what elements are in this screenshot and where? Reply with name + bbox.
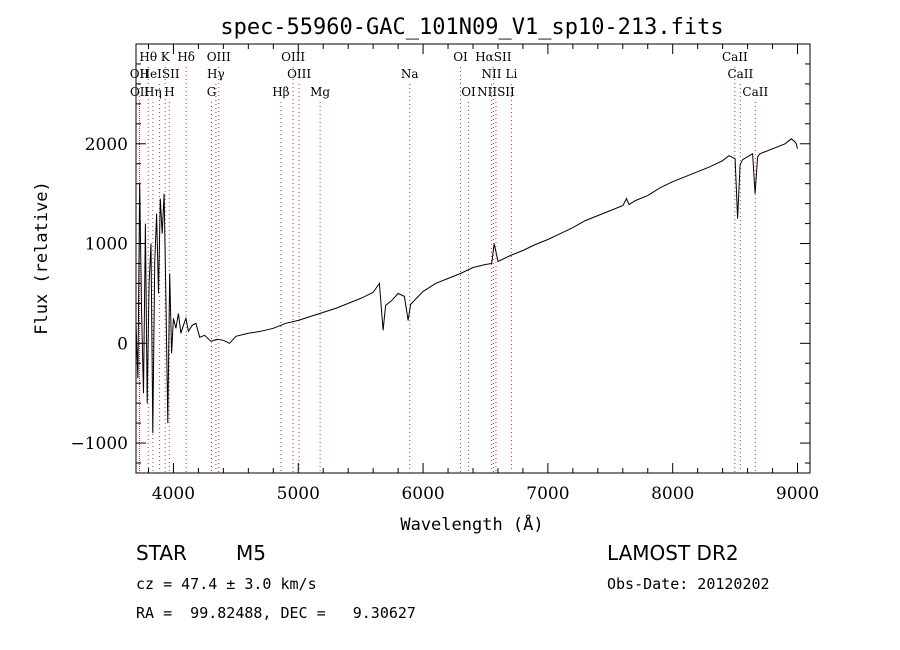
line-marker-label: NII xyxy=(481,67,501,81)
line-marker-label: OII xyxy=(130,85,150,99)
chart-title: spec-55960-GAC_101N09_V1_sp10-213.fits xyxy=(220,15,723,40)
line-marker-label: HαSII xyxy=(475,50,512,64)
line-marker-label: CaII xyxy=(742,85,768,99)
line-marker-label: Hη xyxy=(144,85,162,99)
line-marker-label: CaII xyxy=(722,50,748,64)
x-tick-label: 9000 xyxy=(776,484,819,504)
x-tick-label: 4000 xyxy=(152,484,195,504)
line-marker-label: NIISII xyxy=(477,85,515,99)
line-marker-label: H xyxy=(164,85,174,99)
line-marker-label: Na xyxy=(401,67,419,81)
obs-date: Obs-Date: 20120202 xyxy=(607,575,770,593)
line-marker-label: Mg xyxy=(310,85,330,99)
y-tick-label: 2000 xyxy=(85,135,128,155)
line-marker-label: K xyxy=(161,50,171,64)
line-marker-label: Li xyxy=(506,67,518,81)
y-tick-label: 1000 xyxy=(85,235,128,255)
line-marker-label: HeISII xyxy=(140,67,180,81)
line-marker-label: G xyxy=(207,85,217,99)
axis-ticks xyxy=(136,44,810,473)
plot-frame xyxy=(135,43,811,474)
redshift-text: cz = 47.4 ± 3.0 km/s xyxy=(136,575,317,593)
x-tick-label: 6000 xyxy=(401,484,444,504)
object-subclass: M5 xyxy=(236,541,266,565)
line-marker-label: Hβ xyxy=(272,85,289,99)
survey-name: LAMOST DR2 xyxy=(607,541,739,565)
tick-labels: 4000 5000 6000 7000 8000 9000 −1000 0 1000 2000 xyxy=(70,135,819,504)
line-marker-label: Hθ xyxy=(139,50,157,64)
coordinates: RA = 99.82488, DEC = 9.30627 xyxy=(136,604,416,622)
line-marker-label: CaII xyxy=(727,67,753,81)
line-marker-label: OI xyxy=(453,50,468,64)
line-marker-label: OIII xyxy=(287,67,311,81)
y-tick-label: 0 xyxy=(117,334,128,354)
line-marker-label: Hδ xyxy=(177,50,195,64)
object-class: STAR xyxy=(136,541,187,565)
spectrum-line xyxy=(135,138,798,434)
x-tick-label: 7000 xyxy=(526,484,569,504)
x-axis-label: Wavelength (Å) xyxy=(400,513,543,535)
line-marker-label: OII xyxy=(130,67,150,81)
y-tick-label: −1000 xyxy=(70,434,128,454)
line-marker-label: OI xyxy=(461,85,476,99)
x-tick-label: 8000 xyxy=(651,484,694,504)
x-tick-label: 5000 xyxy=(277,484,320,504)
line-marker-label: OIII xyxy=(207,50,231,64)
line-marker-label: Hγ xyxy=(207,67,225,81)
y-axis-label: Flux (relative) xyxy=(32,181,52,335)
line-marker-label: OIII xyxy=(281,50,305,64)
